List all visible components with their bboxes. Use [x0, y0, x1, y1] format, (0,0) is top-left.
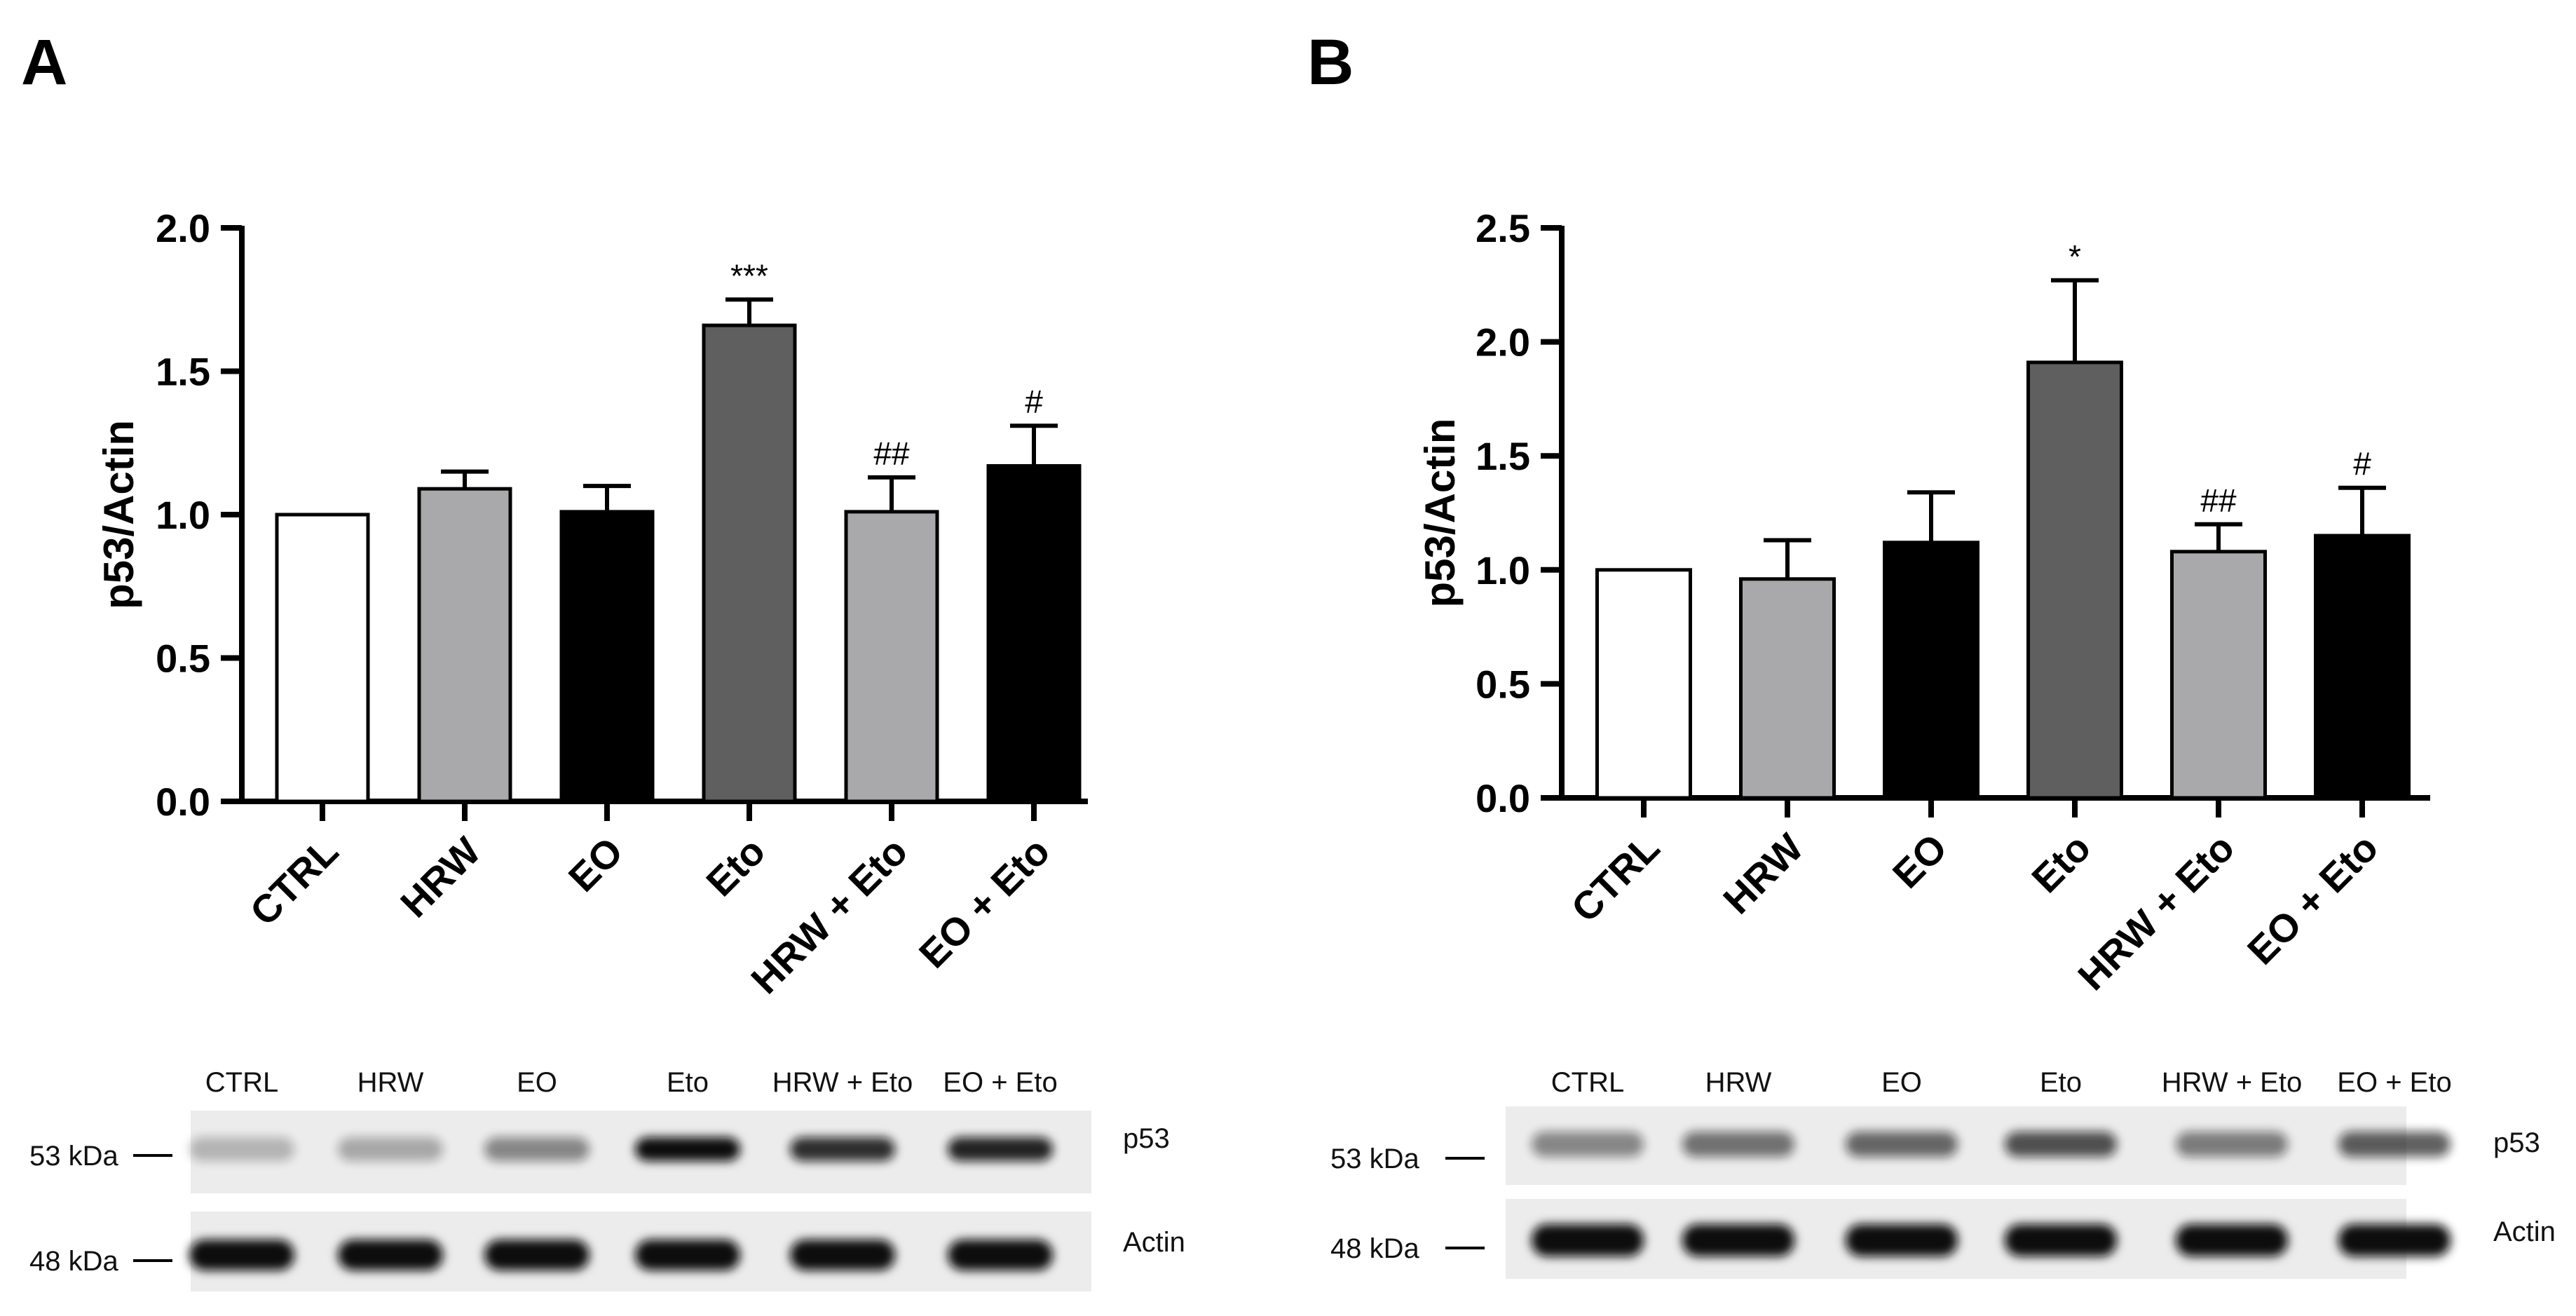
y-tick-label: 0.5 [156, 637, 210, 681]
significance-label: # [1025, 384, 1043, 420]
bar-eo [559, 510, 655, 803]
bar-hrw-eto [2170, 550, 2267, 800]
bar-eo-eto [2314, 534, 2411, 800]
blot-lane-label: HRW + Eto [2162, 1067, 2302, 1098]
p53-band [1682, 1132, 1794, 1157]
x-tick-label: HRW [1715, 825, 1812, 923]
chart-panel-b: B 0.0 0.5 1.0 1.5 2.0 2.5 p53/Actin CTRL HRW EO * Et… [1307, 27, 2556, 1279]
bar-ctrl [275, 513, 370, 803]
x-tick-label: CTRL [1562, 825, 1668, 930]
y-tick-label: 0.5 [1476, 662, 1530, 706]
marker-48kda: 48 kDa [1330, 1233, 1419, 1264]
y-tick-label: 0.0 [1476, 776, 1530, 820]
blot-lane-label: HRW + Eto [772, 1067, 913, 1098]
bar-eo [1883, 541, 1979, 800]
y-tick-label: 1.5 [156, 350, 210, 394]
blot-lane-label: EO + Eto [943, 1067, 1057, 1098]
y-tick-label: 2.0 [1476, 320, 1530, 365]
blot-lane-label: Eto [2040, 1067, 2082, 1098]
actin-band [2338, 1224, 2451, 1256]
x-tick-label: EO [1884, 825, 1956, 897]
p53-band [2338, 1132, 2451, 1157]
y-axis-label: p53/Actin [1417, 418, 1464, 607]
blot-lane-label: CTRL [1551, 1067, 1624, 1098]
panel-letter: A [21, 27, 67, 98]
actin-band [338, 1240, 443, 1270]
y-tick-label: 1.0 [156, 493, 210, 537]
bar-eto [702, 323, 797, 803]
western-blot: CTRL HRW EO Eto HRW + Eto EO + Eto 53 kDa 48 kD… [1330, 1067, 2556, 1279]
blot-lane-label: CTRL [205, 1067, 278, 1098]
p53-band [338, 1137, 443, 1161]
p53-band [635, 1137, 740, 1161]
bar-hrw [417, 487, 512, 803]
x-tick-label: EO [560, 829, 632, 900]
actin-band [2176, 1224, 2288, 1256]
blot-row-label-p53: p53 [1123, 1123, 1170, 1154]
significance-label: ## [873, 435, 910, 472]
actin-band [635, 1240, 740, 1270]
x-tick-label: Eto [2023, 825, 2099, 901]
x-tick-label: EO + Eto [2239, 825, 2387, 973]
blot-lane-label: HRW [1705, 1067, 1772, 1098]
p53-band [1532, 1132, 1644, 1157]
y-tick-label: 2.5 [1476, 206, 1530, 250]
p53-band [948, 1137, 1053, 1161]
significance-label: ## [2200, 482, 2237, 519]
blot-row-label-p53: p53 [2493, 1127, 2540, 1158]
p53-band [484, 1137, 590, 1161]
x-tick-label: HRW + Eto [2069, 825, 2242, 998]
p53-band [189, 1137, 294, 1161]
significance-label: * [2069, 238, 2081, 275]
blot-lane-label: Eto [667, 1067, 709, 1098]
blot-lane-label: EO [517, 1067, 557, 1098]
significance-label: *** [730, 257, 768, 294]
actin-band [2005, 1224, 2117, 1256]
western-blot: CTRL HRW EO Eto HRW + Eto EO + Eto 53 kDa 48 kD… [29, 1067, 1185, 1291]
marker-53kda: 53 kDa [1330, 1144, 1419, 1174]
actin-band [790, 1240, 895, 1270]
p53-band [1846, 1132, 1958, 1157]
bar-hrw-eto [844, 510, 939, 803]
bar-hrw [1739, 577, 1836, 800]
marker-53kda: 53 kDa [29, 1141, 118, 1172]
p53-band [2176, 1132, 2288, 1157]
blot-lane-label: EO + Eto [2337, 1067, 2451, 1098]
y-tick-label: 0.0 [156, 780, 210, 824]
actin-band [1682, 1224, 1794, 1256]
chart-panel-a: A 0.0 0.5 1.0 1.5 2.0 p53/Actin CTRL HRW EO *** Eto… [21, 27, 1185, 1291]
x-tick-label: Eto [697, 829, 773, 904]
p53-band [790, 1137, 895, 1161]
blot-row-label-actin: Actin [1123, 1227, 1185, 1258]
actin-band [1532, 1224, 1644, 1256]
blot-lane-label: EO [1881, 1067, 1922, 1098]
significance-label: # [2353, 446, 2371, 482]
marker-48kda: 48 kDa [29, 1246, 118, 1277]
actin-band [189, 1240, 294, 1270]
panel-letter: B [1307, 27, 1354, 98]
x-tick-label: CTRL [241, 829, 346, 934]
y-tick-label: 1.5 [1476, 434, 1530, 478]
x-tick-label: HRW [392, 829, 489, 926]
y-tick-label: 2.0 [156, 206, 210, 250]
bar-eto [2026, 360, 2123, 800]
actin-band [1846, 1224, 1958, 1256]
blot-row-label-actin: Actin [2493, 1216, 2556, 1247]
actin-band [948, 1240, 1053, 1270]
bar-eo-eto [986, 463, 1082, 803]
bar-ctrl [1595, 568, 1692, 800]
x-tick-label: HRW + Eto [742, 829, 915, 1002]
p53-band [2005, 1132, 2117, 1157]
y-tick-label: 1.0 [1476, 548, 1530, 592]
actin-band [484, 1240, 590, 1270]
x-tick-label: EO + Eto [911, 829, 1058, 977]
y-axis-label: p53/Actin [95, 420, 142, 609]
blot-lane-label: HRW [357, 1067, 424, 1098]
